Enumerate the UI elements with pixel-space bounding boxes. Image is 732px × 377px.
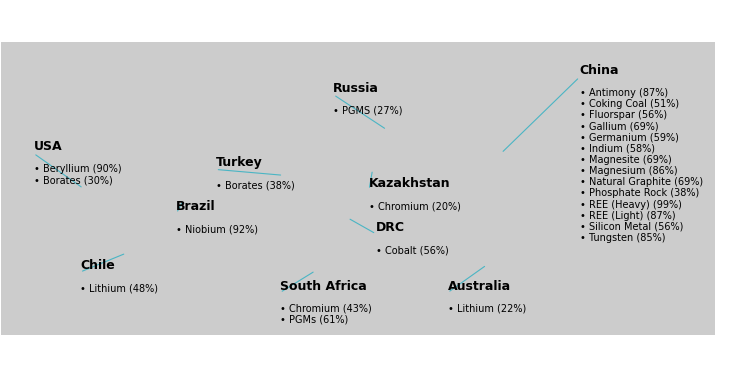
Text: Australia: Australia	[447, 280, 511, 293]
Text: Russia: Russia	[333, 81, 379, 95]
Text: • Borates (30%): • Borates (30%)	[34, 176, 112, 185]
Text: • REE (Heavy) (99%): • REE (Heavy) (99%)	[580, 200, 681, 210]
Text: • Natural Graphite (69%): • Natural Graphite (69%)	[580, 177, 703, 187]
Text: DRC: DRC	[376, 221, 406, 234]
Text: • Fluorspar (56%): • Fluorspar (56%)	[580, 110, 667, 120]
Text: Turkey: Turkey	[215, 156, 262, 169]
Text: • Chromium (20%): • Chromium (20%)	[369, 201, 461, 211]
Text: • Niobium (92%): • Niobium (92%)	[176, 225, 258, 234]
Text: Brazil: Brazil	[176, 201, 216, 213]
Text: • Chromium (43%): • Chromium (43%)	[280, 304, 372, 314]
Text: Chile: Chile	[80, 259, 115, 272]
Text: USA: USA	[34, 140, 62, 153]
Text: • PGMS (27%): • PGMS (27%)	[333, 106, 403, 116]
Text: • Indium (58%): • Indium (58%)	[580, 144, 654, 154]
Text: Kazakhstan: Kazakhstan	[369, 177, 451, 190]
Text: South Africa: South Africa	[280, 280, 367, 293]
Text: • Borates (38%): • Borates (38%)	[215, 181, 294, 191]
Text: • Magnesium (86%): • Magnesium (86%)	[580, 166, 677, 176]
Text: • Magnesite (69%): • Magnesite (69%)	[580, 155, 671, 165]
Text: • Lithium (48%): • Lithium (48%)	[80, 283, 158, 293]
Text: • Beryllium (90%): • Beryllium (90%)	[34, 164, 121, 175]
Text: • Lithium (22%): • Lithium (22%)	[447, 304, 526, 314]
Text: • Cobalt (56%): • Cobalt (56%)	[376, 245, 449, 255]
Text: • Antimony (87%): • Antimony (87%)	[580, 88, 668, 98]
Text: • Gallium (69%): • Gallium (69%)	[580, 122, 658, 132]
Text: • Phosphate Rock (38%): • Phosphate Rock (38%)	[580, 188, 699, 199]
Text: • Coking Coal (51%): • Coking Coal (51%)	[580, 99, 679, 109]
Text: • REE (Light) (87%): • REE (Light) (87%)	[580, 211, 675, 221]
Text: • Silicon Metal (56%): • Silicon Metal (56%)	[580, 222, 683, 232]
Text: • PGMs (61%): • PGMs (61%)	[280, 315, 348, 325]
Text: • Tungsten (85%): • Tungsten (85%)	[580, 233, 665, 243]
Text: China: China	[580, 64, 619, 77]
Text: • Germanium (59%): • Germanium (59%)	[580, 133, 679, 143]
